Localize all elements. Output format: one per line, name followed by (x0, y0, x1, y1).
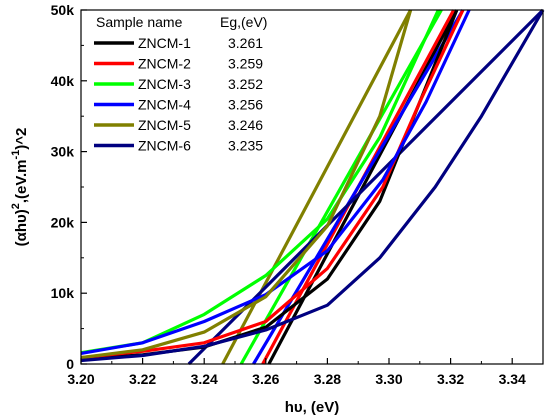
legend-label: ZNCM-2 (138, 56, 191, 72)
y-axis-title: (αhυ)2,(eV.m-1)^2 (10, 128, 30, 247)
fit-line-zncm-3 (239, 9, 443, 365)
legend-items: ZNCM-1 3.261 ZNCM-2 3.259 ZNCM-3 3.252 ZNCM-4 3… (94, 35, 263, 154)
data-series (80, 9, 545, 363)
x-tick-label: 3.30 (375, 371, 402, 387)
legend-header-name: Sample name (96, 14, 183, 30)
legend-value: 3.256 (228, 97, 263, 113)
legend-value: 3.246 (228, 117, 263, 133)
x-tick-label: 3.22 (129, 371, 156, 387)
legend-value: 3.259 (228, 56, 263, 72)
y-tick-label: 20k (51, 214, 75, 230)
y-tick-label: 40k (51, 73, 75, 89)
series-line-zncm-2 (80, 9, 465, 360)
legend-header-value: Eg,(eV) (220, 14, 267, 30)
y-tick-label: 0 (66, 356, 74, 372)
x-tick-label: 3.26 (252, 371, 279, 387)
fit-line-zncm-6 (187, 8, 545, 366)
legend-label: ZNCM-3 (138, 76, 191, 92)
y-tick-label: 30k (51, 144, 75, 160)
legend-label: ZNCM-4 (138, 97, 191, 113)
x-tick-label: 3.20 (67, 371, 94, 387)
series-line-zncm-6 (80, 9, 545, 363)
legend-label: ZNCM-6 (138, 138, 191, 154)
axis-ticks: 3.20 3.22 3.24 3.26 3.28 3.30 3.32 3.34 0 10k 20k 3… (51, 2, 526, 387)
x-axis-title: hυ, (eV) (285, 399, 340, 416)
legend-label: ZNCM-5 (138, 117, 191, 133)
x-tick-label: 3.32 (437, 371, 464, 387)
legend-value: 3.235 (228, 138, 263, 154)
x-tick-label: 3.34 (499, 371, 526, 387)
x-tick-label: 3.28 (314, 371, 341, 387)
x-tick-label: 3.24 (191, 371, 218, 387)
y-tick-label: 10k (51, 285, 75, 301)
legend-value: 3.261 (228, 35, 263, 51)
legend: Sample name Eg,(eV) ZNCM-1 3.261 ZNCM-2 3.2… (94, 14, 267, 154)
legend-label: ZNCM-1 (138, 35, 191, 51)
legend-value: 3.252 (228, 76, 263, 92)
series-line-zncm-4 (80, 9, 471, 355)
series-line-zncm-5 (80, 9, 413, 360)
fit-line-zncm-1 (267, 9, 459, 365)
y-tick-label: 50k (51, 2, 75, 18)
fit-line-zncm-4 (252, 9, 465, 365)
